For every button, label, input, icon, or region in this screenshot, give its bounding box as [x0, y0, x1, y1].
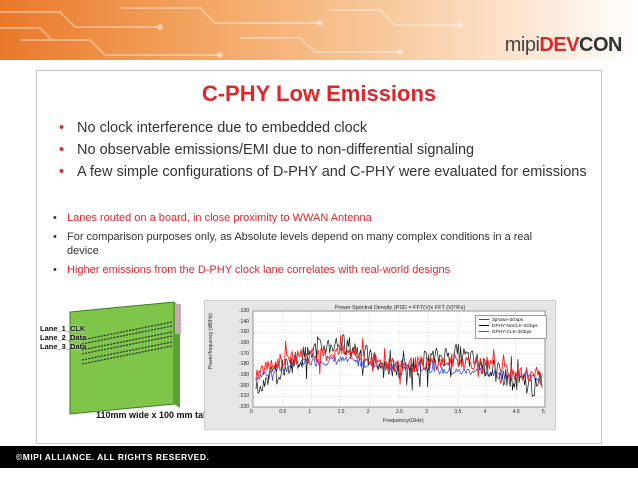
x-tick-label: 0 — [250, 409, 253, 415]
legend-swatch — [479, 319, 489, 321]
chart-legend: 3phase-3Gsps DPHY-NoCLK-3Gbps DPHY-CLK-3… — [475, 315, 547, 339]
mipi-devcon-logo: mipiDEVCON — [504, 34, 623, 57]
bullet-item: A few simple configurations of D-PHY and… — [59, 163, 589, 182]
x-tick-label: 1.5 — [337, 409, 345, 415]
sub-bullet-item: Higher emissions from the D-PHY clock la… — [53, 263, 543, 277]
lane-label: Lane_1_CLK — [40, 324, 86, 333]
y-tick-label: -140 — [239, 318, 250, 325]
legend-swatch — [479, 325, 489, 327]
banner-pattern — [0, 7, 463, 58]
y-tick-label: -160 — [239, 340, 250, 346]
legend-label: DPHY-CLK-3Gbps — [492, 330, 532, 335]
y-tick-label: -130 — [239, 308, 250, 314]
sub-bullet-item: Lanes routed on a board, in close proxim… — [53, 211, 543, 225]
footer-copyright: ©MIPI ALLIANCE. ALL RIGHTS RESERVED. — [16, 452, 210, 462]
legend-entry: DPHY-CLK-3Gbps — [479, 330, 532, 336]
sub-bullet-list: Lanes routed on a board, in close proxim… — [53, 211, 543, 282]
board-caption: 110mm wide x 100 mm tall — [96, 410, 209, 420]
x-tick-label: 2.5 — [396, 409, 403, 415]
chart-x-axis-label: Frequency(GHz) — [383, 418, 424, 424]
y-tick-label: -200 — [239, 382, 250, 389]
psd-chart: Power Spectral Density (PSD = FFT(V)x FF… — [204, 300, 556, 430]
logo-mipi-text: mipi — [504, 34, 540, 56]
board-drawing — [62, 300, 192, 418]
slide-title: C-PHY Low Emissions — [201, 81, 437, 106]
y-tick-label: -150 — [239, 329, 250, 336]
legend-label: 3phase-3Gsps — [492, 318, 524, 323]
chart-y-axis-label: Power/frequency (dB/Hz) — [208, 313, 214, 369]
main-bullet-list: No clock interference due to embedded cl… — [59, 119, 589, 185]
x-tick-label: 0.5 — [279, 409, 287, 415]
legend-entry: 3phase-3Gsps — [479, 318, 523, 324]
logo-dev-text: DEV — [539, 34, 580, 56]
legend-entry: DPHY-NoCLK-3Gbps — [479, 324, 538, 330]
x-tick-label: 3.5 — [454, 409, 462, 415]
x-tick-label: 1 — [308, 409, 312, 415]
y-tick-label: -170 — [239, 350, 250, 357]
legend-swatch — [479, 331, 489, 333]
series-line-dphy-clk-3gbps — [255, 334, 543, 385]
y-tick-label: -220 — [239, 404, 250, 410]
y-tick-label: -210 — [239, 393, 250, 400]
x-tick-label: 3 — [425, 409, 428, 415]
legend-label: DPHY-NoCLK-3Gbps — [492, 324, 538, 329]
bullet-item: No clock interference due to embedded cl… — [59, 119, 589, 138]
x-tick-label: 4.5 — [512, 409, 520, 415]
x-tick-label: 5 — [542, 409, 545, 415]
bullet-item: No observable emissions/EMI due to non-d… — [59, 141, 589, 160]
x-tick-label: 2 — [366, 409, 370, 415]
lane-label: Lane_2_Data — [40, 333, 87, 342]
x-tick-label: 4 — [483, 409, 487, 415]
lane-label: Lane_3_Data — [40, 342, 87, 351]
chart-title: Power Spectral Density (PSD = FFT(V)x FF… — [335, 305, 466, 311]
header-banner: mipiDEVCON — [0, 0, 638, 60]
footer-bar: ©MIPI ALLIANCE. ALL RIGHTS RESERVED. — [0, 446, 638, 468]
y-tick-label: -180 — [239, 361, 250, 368]
y-tick-label: -190 — [239, 372, 250, 378]
sub-bullet-item: For comparison purposes only, as Absolut… — [53, 230, 543, 258]
logo-con-text: CON — [579, 34, 622, 56]
